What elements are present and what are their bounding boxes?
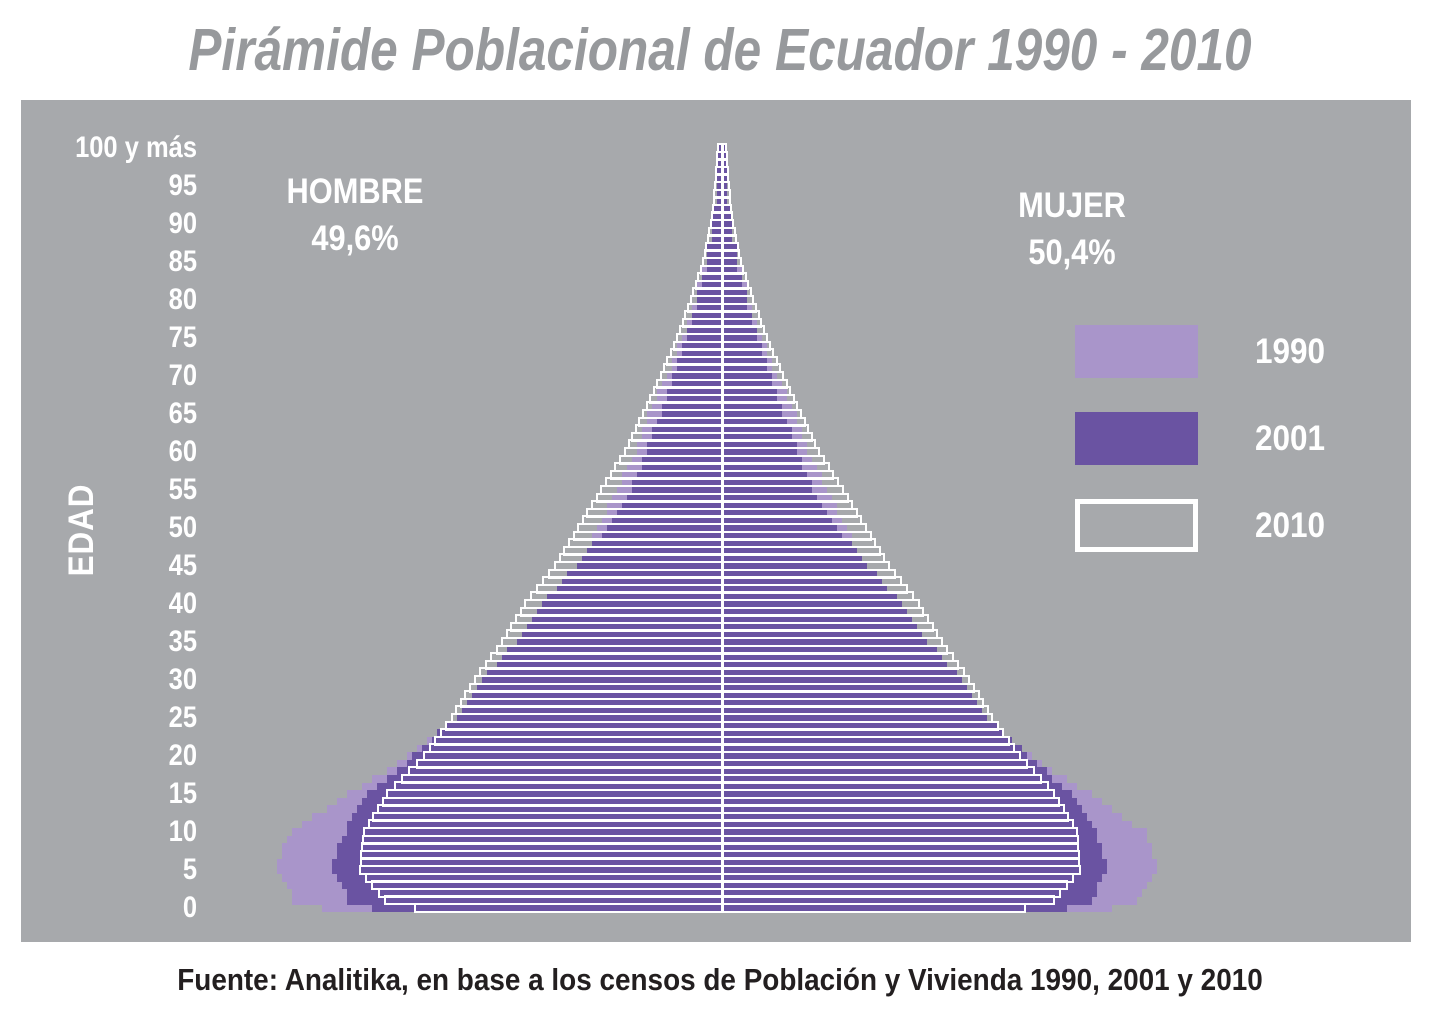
- female-label-block: MUJER 50,4%: [984, 182, 1160, 276]
- age-tick-label: 90: [168, 207, 197, 240]
- female-percentage: 50,4%: [1028, 233, 1116, 272]
- pyramid-bar-2001: [337, 851, 1102, 859]
- pyramid-bar-2001: [332, 866, 1107, 875]
- age-tick-label: 10: [168, 815, 197, 848]
- age-tick-label: 100 y más: [75, 131, 197, 164]
- male-label: HOMBRE: [286, 172, 424, 211]
- age-tick-label: 80: [168, 283, 197, 316]
- age-tick-label: 5: [182, 853, 197, 886]
- pyramid-bar-2001: [342, 835, 1097, 844]
- legend-label-2010: 2010: [1255, 506, 1326, 545]
- pyramid-bar-2001: [412, 752, 1027, 761]
- pyramid-bar-2001: [337, 873, 1102, 882]
- male-percentage: 49,6%: [311, 219, 399, 258]
- male-label-block: HOMBRE 49,6%: [267, 168, 443, 262]
- legend-label-1990: 1990: [1255, 332, 1326, 371]
- pyramid-chart-area: EDAD 0 5 10 15 20 25 30 35 40 45 50 55 60 65 70 75 80 85 9…: [21, 100, 1411, 942]
- age-tick-label: 30: [168, 663, 197, 696]
- age-tick-label: 75: [168, 321, 197, 354]
- age-tick-label: 40: [168, 587, 197, 620]
- age-tick-label: 20: [168, 739, 197, 772]
- pyramid-bar-2001: [347, 896, 1092, 905]
- page-title: Pirámide Poblacional de Ecuador 1990 - 2…: [188, 17, 1252, 83]
- pyramid-bar-2001: [362, 797, 1077, 806]
- pyramid-bar-2001: [387, 775, 1052, 783]
- age-tick-label: 25: [168, 701, 197, 734]
- pyramid-bars: [21, 100, 1411, 942]
- legend-swatch-2001: [1075, 412, 1198, 465]
- age-tick-label: 45: [168, 549, 197, 582]
- age-tick-label: 70: [168, 359, 197, 392]
- age-tick-label: 60: [168, 435, 197, 468]
- pyramid-bar-2001: [372, 904, 1067, 913]
- pyramid-bar-2001: [332, 858, 1107, 867]
- pyramid-bar-2001: [377, 782, 1062, 791]
- age-tick-label: 35: [168, 625, 197, 658]
- age-tick-label: 15: [168, 777, 197, 810]
- pyramid-center-axis-line: [720, 143, 724, 912]
- series-layer-2010: [21, 100, 1411, 942]
- source-caption: Fuente: Analitika, en base a los censos …: [177, 962, 1263, 997]
- legend-swatch-2010: [1075, 499, 1198, 552]
- age-tick-label: 65: [168, 397, 197, 430]
- pyramid-bar-2001: [337, 843, 1102, 852]
- age-tick-label: 85: [168, 245, 197, 278]
- pyramid-bar-2001: [342, 881, 1097, 890]
- age-tick-label: 0: [182, 891, 197, 924]
- age-tick-label: 50: [168, 511, 197, 544]
- female-label: MUJER: [1018, 186, 1126, 225]
- legend-swatch-1990: [1075, 325, 1198, 378]
- pyramid-bar-2001: [352, 813, 1087, 821]
- legend-label-2001: 2001: [1255, 419, 1326, 458]
- pyramid-bar-2001: [437, 729, 1002, 738]
- pyramid-bar-2001: [367, 790, 1072, 799]
- pyramid-bar-2001: [347, 820, 1092, 829]
- age-tick-label: 95: [168, 169, 197, 202]
- age-tick-label: 55: [168, 473, 197, 506]
- pyramid-bar-2001: [357, 805, 1082, 814]
